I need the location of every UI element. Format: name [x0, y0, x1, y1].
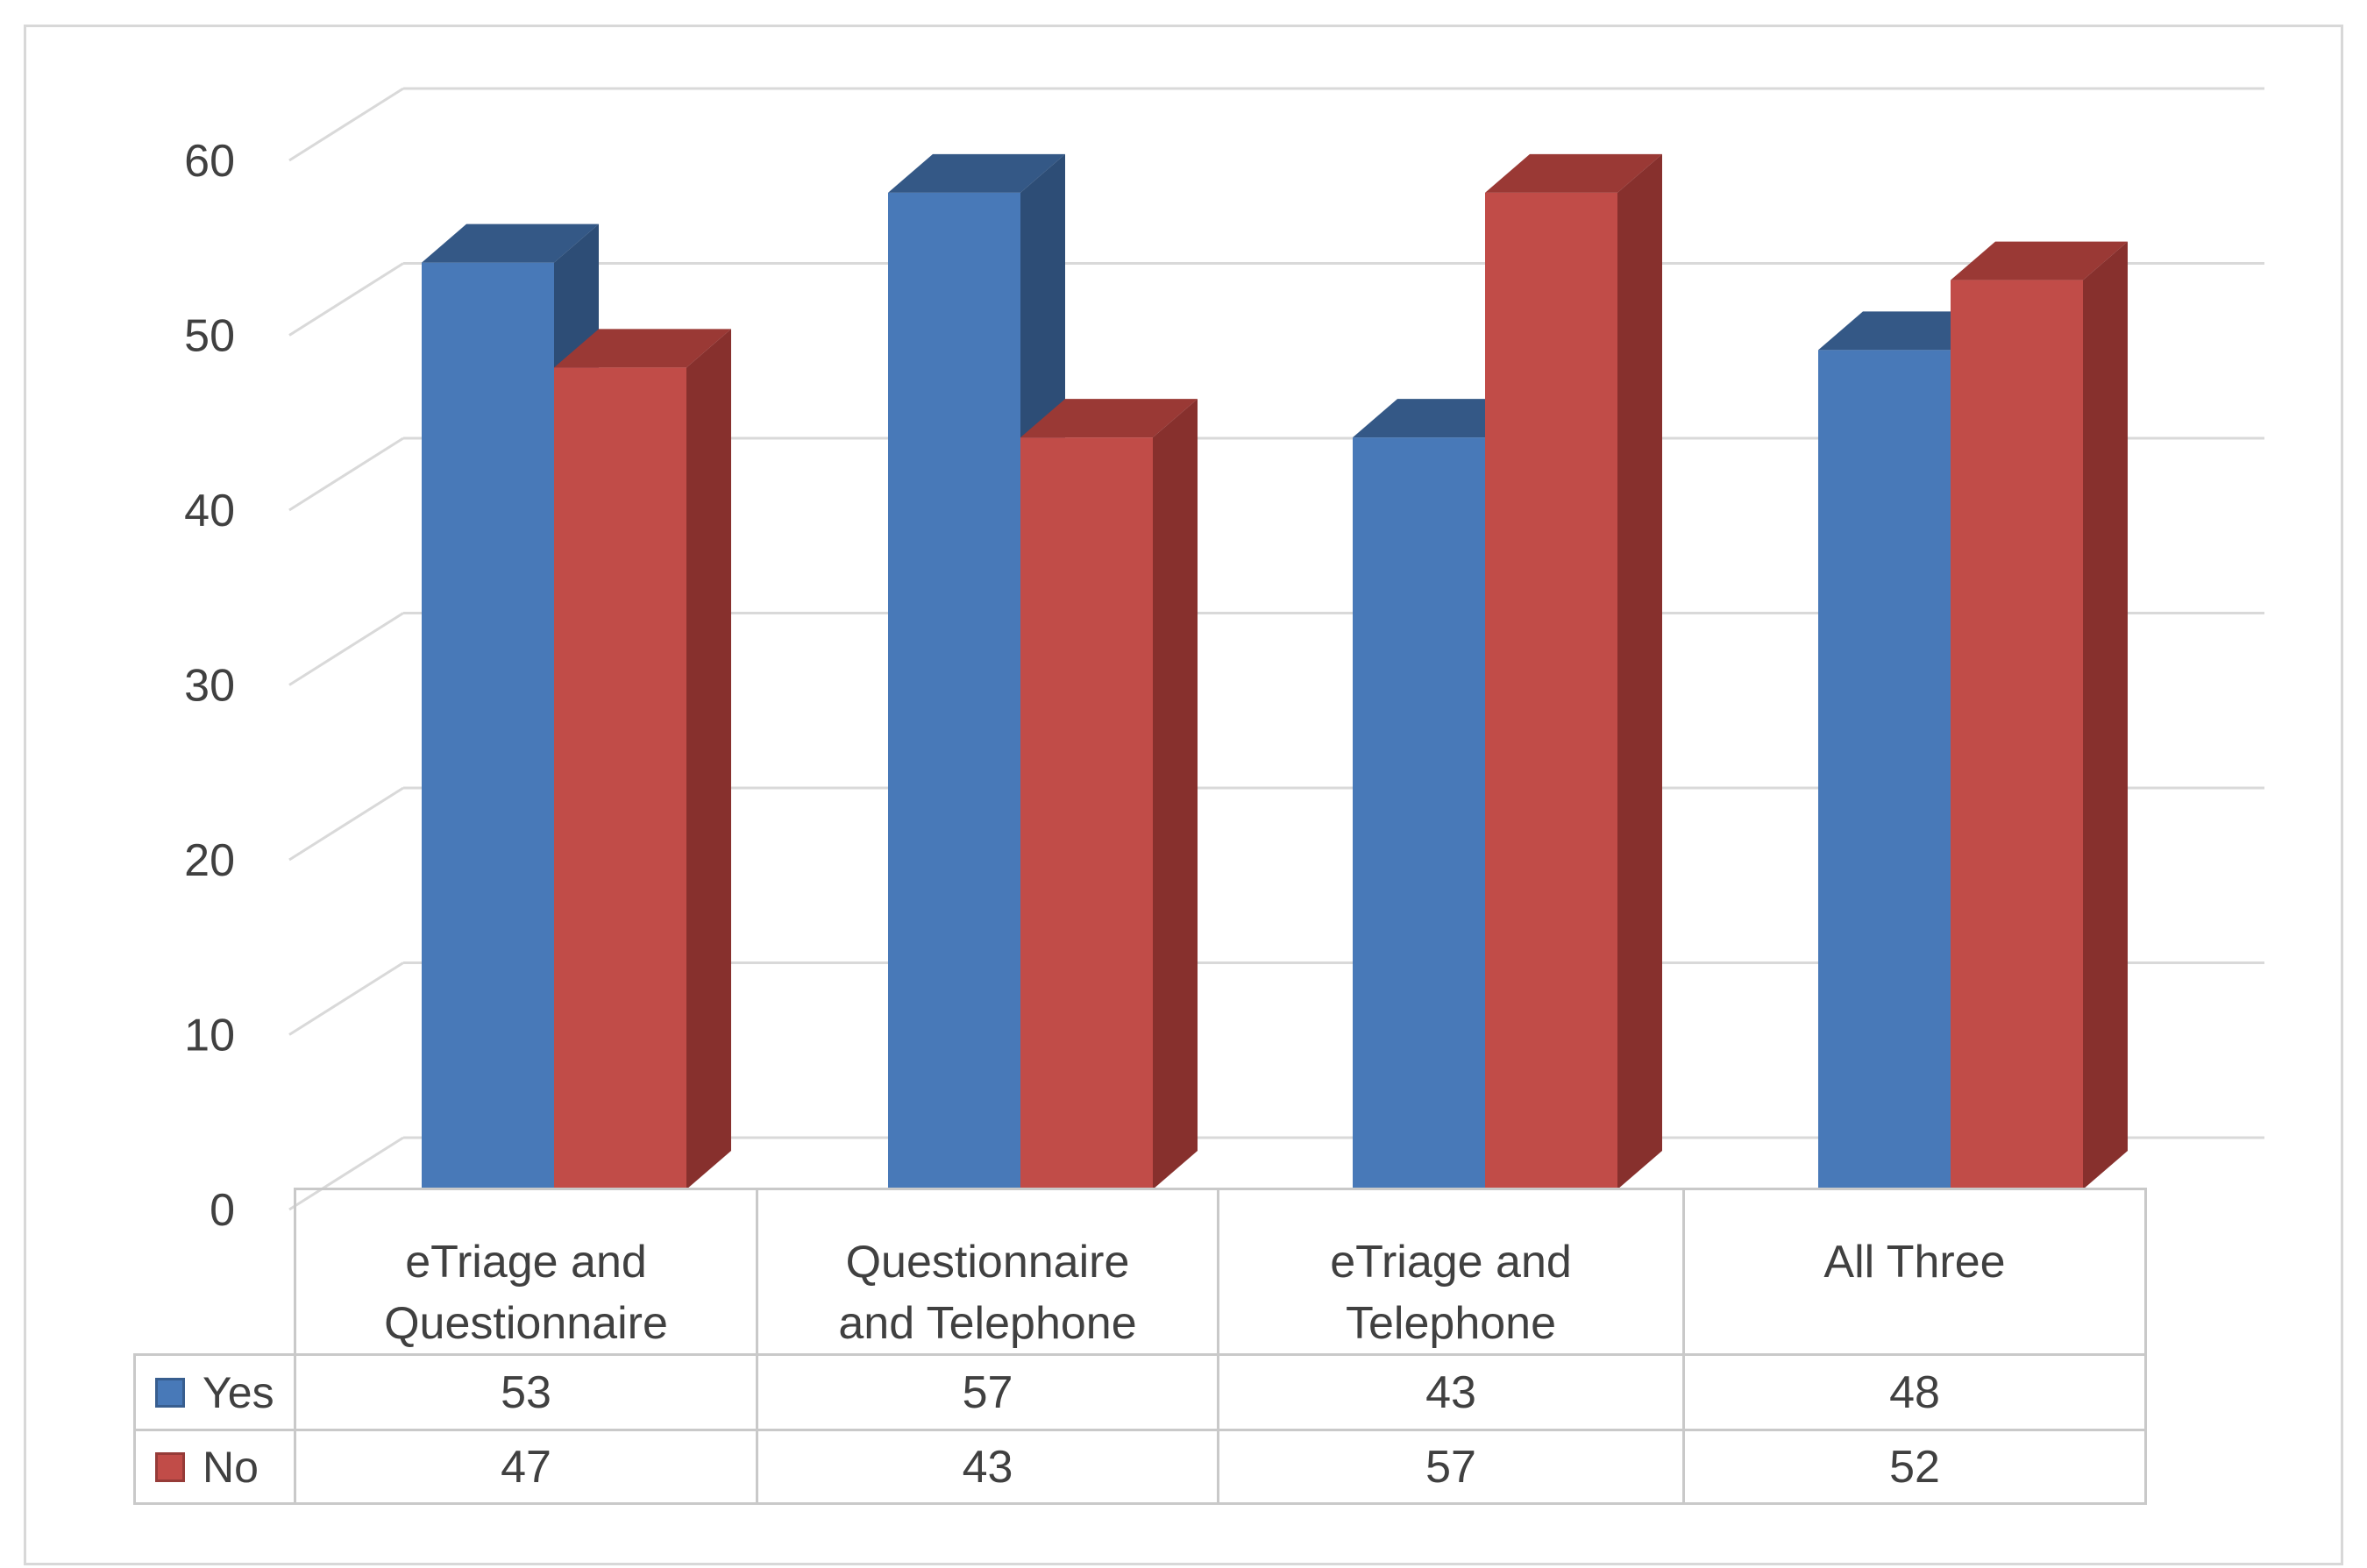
table-grid-line	[294, 1188, 296, 1505]
table-value-no: 57	[1425, 1441, 1476, 1493]
table-value-no: 43	[962, 1441, 1013, 1493]
table-grid-line	[133, 1353, 136, 1505]
category-label: eTriage and Questionnaire	[384, 1237, 668, 1349]
legend-label-yes: Yes	[203, 1367, 274, 1417]
tick-leader-0	[288, 1136, 404, 1211]
y-tick-label-40: 40	[184, 486, 235, 536]
tick-leader-10	[288, 961, 404, 1036]
legend-item-yes: Yes	[136, 1356, 294, 1429]
y-tick-label-30: 30	[184, 661, 235, 712]
tick-leader-20	[288, 786, 404, 862]
category-label: All Three	[1823, 1237, 2006, 1288]
tick-leader-50	[288, 262, 404, 337]
table-grid-line	[1682, 1188, 1685, 1505]
y-tick-label-20: 20	[184, 835, 235, 886]
bar-top-no-1	[1020, 399, 1198, 438]
bar-top-no-0	[554, 329, 731, 368]
bar-top-no-2	[1485, 153, 1662, 193]
category-label: Questionnaire and Telephone	[838, 1237, 1137, 1349]
tick-leader-30	[288, 612, 404, 686]
table-grid-line	[1217, 1188, 1219, 1505]
bar-front-no-2	[1485, 192, 1617, 1190]
table-value-no: 47	[501, 1441, 551, 1493]
table-value-no: 52	[1889, 1441, 1940, 1493]
legend-item-no: No	[136, 1431, 294, 1502]
tick-leader-60	[288, 87, 404, 162]
y-tick-label-60: 60	[184, 136, 235, 187]
bar-front-yes-0	[422, 262, 554, 1189]
category-axis-line	[295, 1188, 2147, 1190]
legend-label-no: No	[203, 1442, 259, 1492]
table-value-yes: 48	[1889, 1366, 1940, 1418]
table-value-yes: 53	[501, 1366, 551, 1418]
bar-side-no-2	[1617, 153, 1662, 1190]
table-grid-line	[2144, 1188, 2147, 1505]
y-tick-label-10: 10	[184, 1011, 235, 1061]
legend-swatch-yes	[155, 1377, 185, 1408]
category-label: eTriage and Telephone	[1330, 1237, 1572, 1349]
bar-front-yes-2	[1353, 437, 1485, 1189]
bar-top-yes-1	[888, 153, 1065, 193]
bar-front-no-0	[554, 367, 686, 1190]
table-value-yes: 43	[1425, 1366, 1476, 1418]
bar-side-no-1	[1153, 399, 1198, 1189]
bar-side-no-0	[686, 329, 731, 1190]
bar-front-yes-3	[1818, 350, 1951, 1189]
bar-front-no-3	[1951, 280, 2083, 1190]
y-tick-label-0: 0	[210, 1185, 235, 1236]
table-grid-line	[134, 1429, 2147, 1431]
table-grid-line	[134, 1502, 2147, 1505]
table-value-yes: 57	[962, 1366, 1013, 1418]
bar-front-no-1	[1020, 437, 1153, 1189]
table-grid-line	[756, 1188, 758, 1505]
table-grid-line	[134, 1353, 2147, 1356]
bar-top-no-3	[1951, 241, 2128, 280]
legend-swatch-no	[155, 1451, 185, 1482]
bar-front-yes-1	[888, 192, 1020, 1190]
bar-side-no-3	[2083, 241, 2128, 1190]
tick-leader-40	[288, 436, 404, 512]
y-tick-label-50: 50	[184, 311, 235, 362]
bar-top-yes-0	[422, 223, 599, 263]
